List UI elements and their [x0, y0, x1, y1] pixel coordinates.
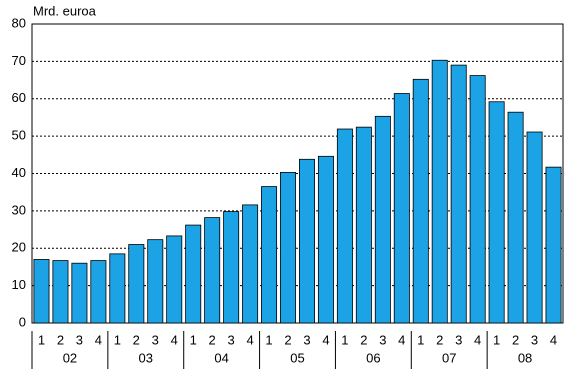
- x-tick-label: 3: [152, 332, 159, 347]
- x-tick-label: 2: [512, 332, 519, 347]
- bar: [204, 217, 221, 324]
- x-tick-label: 3: [303, 332, 310, 347]
- x-tick-label: 1: [38, 332, 45, 347]
- x-tick-label: 4: [171, 332, 178, 347]
- group-label: 02: [63, 350, 77, 365]
- plot-frame: [31, 23, 564, 324]
- x-tick-label: 2: [209, 332, 216, 347]
- y-tick-label: 50: [12, 128, 26, 143]
- x-tick-label: 3: [76, 332, 83, 347]
- x-tick-label: 2: [133, 332, 140, 347]
- bar: [90, 260, 107, 324]
- group-label: 03: [139, 350, 153, 365]
- x-tick-label: 1: [341, 332, 348, 347]
- y-axis-label: Mrd. euroa: [33, 3, 97, 18]
- bar: [393, 93, 410, 324]
- bar: [71, 262, 88, 324]
- bar: [374, 115, 391, 324]
- bar: [412, 78, 429, 324]
- bar: [223, 211, 240, 324]
- y-tick-label: 20: [12, 240, 26, 255]
- x-tick-label: 3: [379, 332, 386, 347]
- bar: [298, 158, 315, 324]
- x-tick-label: 1: [114, 332, 121, 347]
- bar: [242, 204, 259, 324]
- x-tick-label: 4: [95, 332, 102, 347]
- y-tick-label: 60: [12, 90, 26, 105]
- bar: [545, 166, 562, 324]
- bar: [185, 224, 202, 324]
- group-label: 05: [290, 350, 304, 365]
- x-tick-label: 1: [417, 332, 424, 347]
- bar: [261, 186, 278, 324]
- x-tick-label: 4: [550, 332, 557, 347]
- group-label: 08: [518, 350, 532, 365]
- bar: [109, 253, 126, 324]
- x-tick-label: 2: [57, 332, 64, 347]
- y-tick-label: 0: [19, 314, 26, 329]
- y-tick-label: 40: [12, 165, 26, 180]
- y-tick-label: 70: [12, 53, 26, 68]
- x-tick-label: 2: [284, 332, 291, 347]
- bar: [336, 128, 353, 324]
- bar: [526, 131, 543, 324]
- bar: [147, 239, 164, 324]
- bar: [469, 75, 486, 324]
- x-tick-label: 3: [531, 332, 538, 347]
- bar: [450, 64, 467, 324]
- x-tick-label: 2: [360, 332, 367, 347]
- bar: [507, 111, 524, 324]
- bar: [355, 126, 372, 324]
- x-tick-label: 4: [474, 332, 481, 347]
- x-tick-label: 4: [246, 332, 253, 347]
- x-tick-label: 4: [398, 332, 405, 347]
- group-label: 06: [366, 350, 380, 365]
- x-tick-label: 4: [322, 332, 329, 347]
- x-tick-label: 3: [455, 332, 462, 347]
- x-tick-label: 2: [436, 332, 443, 347]
- group-label: 07: [442, 350, 456, 365]
- y-tick-label: 80: [12, 15, 26, 30]
- x-tick-label: 1: [190, 332, 197, 347]
- bar: [488, 101, 505, 324]
- group-label: 04: [214, 350, 228, 365]
- x-tick-label: 1: [493, 332, 500, 347]
- y-tick-label: 10: [12, 277, 26, 292]
- x-tick-label: 3: [228, 332, 235, 347]
- x-tick-label: 1: [265, 332, 272, 347]
- y-tick-label: 30: [12, 202, 26, 217]
- bar: [128, 244, 145, 324]
- bar: [280, 171, 297, 324]
- bar: [317, 155, 334, 324]
- bar: [52, 260, 69, 324]
- bar: [33, 259, 50, 324]
- bar: [166, 235, 183, 324]
- bar: [431, 59, 448, 324]
